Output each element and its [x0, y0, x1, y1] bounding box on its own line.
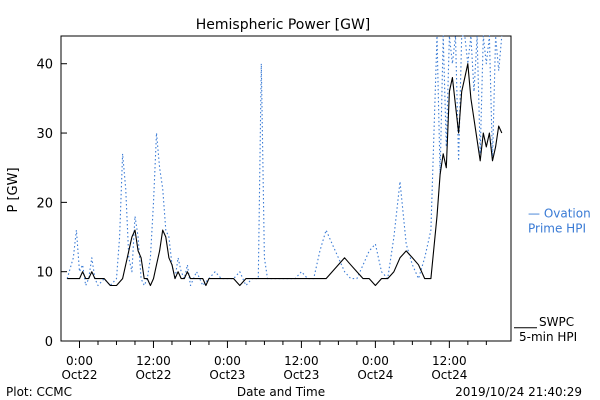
legend-swpc-label-line1: SWPC — [539, 315, 574, 329]
x-tick-label-time: 12:00 — [432, 354, 467, 368]
legend-swpc-label-line2: 5-min HPI — [519, 330, 577, 344]
chart-title: Hemispheric Power [GW] — [196, 17, 371, 33]
x-tick-label-time: 12:00 — [136, 354, 171, 368]
x-axis: 0:00Oct2212:00Oct220:00Oct2312:00Oct230:… — [61, 341, 487, 382]
x-tick-label-date: Oct24 — [431, 368, 467, 382]
ovation-hpi-line — [66, 35, 503, 287]
legend-ovation-label-line1: — Ovation — [528, 207, 591, 221]
y-tick-label: 0 — [45, 335, 53, 350]
x-tick-label-time: 0:00 — [66, 354, 93, 368]
x-tick-label-date: Oct24 — [357, 368, 393, 382]
y-axis-label: P [GW] — [6, 167, 21, 212]
x-tick-label-date: Oct22 — [135, 368, 171, 382]
x-tick-label-time: 0:00 — [362, 354, 389, 368]
x-tick-label-date: Oct23 — [283, 368, 319, 382]
footer-plot-credit: Plot: CCMC — [6, 385, 72, 399]
y-tick-label: 30 — [36, 127, 53, 142]
y-axis: 0 10 20 30 40 — [36, 58, 67, 350]
x-axis-label: Date and Time — [237, 385, 325, 399]
x-tick-label-date: Oct23 — [209, 368, 245, 382]
legend-ovation-label-line2: Prime HPI — [528, 222, 586, 236]
plot-frame — [60, 35, 512, 342]
footer-timestamp: 2019/10/24 21:40:29 — [455, 385, 582, 399]
y-tick-label: 40 — [36, 58, 53, 73]
y-tick-label: 10 — [36, 266, 53, 281]
swpc-hpi-line — [67, 63, 503, 287]
x-tick-label-date: Oct22 — [61, 368, 97, 382]
x-tick-label-time: 12:00 — [284, 354, 319, 368]
x-tick-label-time: 0:00 — [214, 354, 241, 368]
y-tick-label: 20 — [36, 196, 53, 211]
series-layer — [66, 35, 503, 287]
